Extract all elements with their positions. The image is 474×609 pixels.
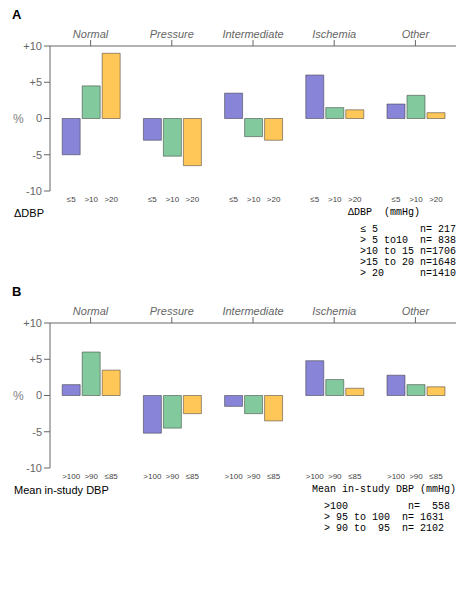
svg-text:+5: +5 [29,76,42,88]
svg-text:Intermediate: Intermediate [222,28,283,40]
html-text:>15 to 20 n=1648: >15 to 20 n=1648 [348,257,456,268]
svg-text:≤85: ≤85 [267,472,281,481]
svg-text:+5: +5 [29,353,42,365]
html-text:> 90 to 95 n= 2102: > 90 to 95 n= 2102 [312,523,444,534]
svg-text:>20: >20 [104,195,118,204]
svg-text:0: 0 [36,389,42,401]
svg-text:≤85: ≤85 [105,472,119,481]
svg-text:>100: >100 [143,472,162,481]
svg-text:≤5: ≤5 [67,195,76,204]
svg-text:>100: >100 [306,472,325,481]
svg-text:+10: +10 [23,317,42,329]
svg-text:≤5: ≤5 [229,195,238,204]
html-text:Mean in-study DBP: Mean in-study DBP [14,484,109,496]
svg-text:-10: -10 [26,185,42,197]
svg-text:0: 0 [36,112,42,124]
svg-text:Intermediate: Intermediate [222,305,283,317]
svg-text:>10: >10 [84,195,98,204]
svg-text:%: % [13,389,24,403]
svg-text:Pressure: Pressure [150,305,194,317]
html-text:> 5 to10 n= 838: > 5 to10 n= 838 [348,235,456,246]
svg-text:-5: -5 [32,426,42,438]
svg-text:-5: -5 [32,149,42,161]
svg-text:>100: >100 [62,472,81,481]
html-text:Mean in-study DBP (mmHg): Mean in-study DBP (mmHg) [312,484,456,495]
html-text:A: A [12,7,22,22]
svg-text:>90: >90 [328,472,342,481]
svg-text:>20: >20 [348,195,362,204]
html-text:> 20 n=1410: > 20 n=1410 [348,268,456,279]
svg-text:>90: >90 [166,472,180,481]
svg-text:≤5: ≤5 [392,195,401,204]
html-text:ΔDBP (mmHg): ΔDBP (mmHg) [348,207,420,218]
svg-text:+10: +10 [23,40,42,52]
svg-text:≤85: ≤85 [186,472,200,481]
svg-text:≤85: ≤85 [348,472,362,481]
svg-text:Ischemia: Ischemia [312,305,356,317]
svg-text:≤5: ≤5 [310,195,319,204]
html-text:≤ 5 n= 217: ≤ 5 n= 217 [348,224,456,235]
svg-text:>90: >90 [409,472,423,481]
svg-text:>100: >100 [225,472,244,481]
svg-text:%: % [13,112,24,126]
html-text:>100 n= 558: >100 n= 558 [312,501,450,512]
svg-text:Normal: Normal [73,28,109,40]
svg-text:>20: >20 [429,195,443,204]
svg-text:>10: >10 [247,195,261,204]
svg-text:>10: >10 [328,195,342,204]
svg-text:>10: >10 [409,195,423,204]
svg-text:Ischemia: Ischemia [312,28,356,40]
svg-text:>90: >90 [84,472,98,481]
svg-text:>10: >10 [166,195,180,204]
svg-text:≤5: ≤5 [148,195,157,204]
svg-text:Pressure: Pressure [150,28,194,40]
svg-text:-10: -10 [26,462,42,474]
html-text:B: B [12,284,22,299]
html-text:ΔDBP: ΔDBP [14,207,44,219]
svg-text:≤85: ≤85 [429,472,443,481]
svg-text:>20: >20 [267,195,281,204]
svg-text:Normal: Normal [73,305,109,317]
svg-text:Other: Other [402,305,431,317]
html-text:>10 to 15 n=1706: >10 to 15 n=1706 [348,246,456,257]
svg-text:>90: >90 [247,472,261,481]
svg-text:>20: >20 [186,195,200,204]
html-text:> 95 to 100 n= 1631: > 95 to 100 n= 1631 [312,512,444,523]
svg-text:>100: >100 [387,472,406,481]
svg-text:Other: Other [402,28,431,40]
